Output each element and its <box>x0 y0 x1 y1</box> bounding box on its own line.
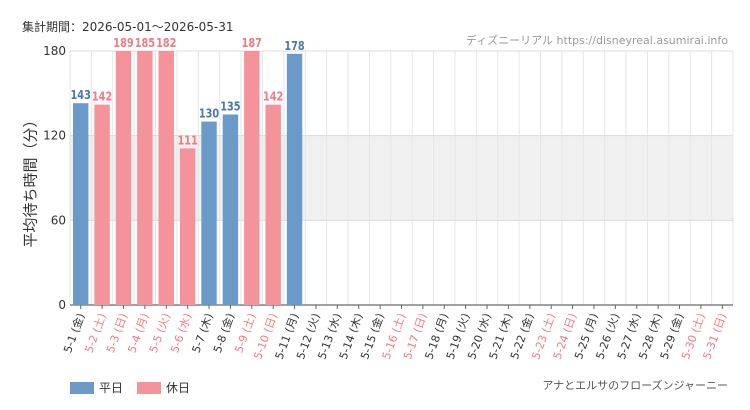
y-tick-label: 0 <box>58 298 66 312</box>
y-tick-label: 60 <box>51 213 66 227</box>
legend-item-holiday: 休日 <box>137 379 190 396</box>
bar <box>286 53 303 306</box>
legend-swatch-weekday <box>70 381 94 394</box>
legend-item-weekday: 平日 <box>70 379 123 396</box>
bar-value-label: 130 <box>199 107 219 121</box>
bar <box>72 103 89 305</box>
bar <box>158 51 174 305</box>
y-axis-label: 平均待ち時間（分） <box>21 112 40 248</box>
bar-value-label: 182 <box>156 36 176 50</box>
bar-value-label: 185 <box>135 36 155 50</box>
bar <box>179 148 196 305</box>
bar <box>115 51 132 305</box>
legend-label-holiday: 休日 <box>166 381 191 395</box>
y-tick-label: 180 <box>43 44 66 58</box>
bar-value-label: 187 <box>242 36 262 50</box>
bar <box>94 104 110 305</box>
bar-value-label: 135 <box>220 100 240 114</box>
bar <box>137 51 153 305</box>
legend-label-weekday: 平日 <box>99 381 124 395</box>
bar <box>201 121 217 305</box>
bar <box>244 51 260 305</box>
bar-value-label: 143 <box>71 88 91 102</box>
bar-value-label: 111 <box>177 133 197 147</box>
bar <box>222 114 239 305</box>
bar <box>265 104 281 305</box>
bar-value-label: 142 <box>92 90 112 104</box>
period-label: 集計期間：2026-05-01～2026-05-31 <box>22 20 234 34</box>
y-tick-label: 120 <box>43 129 66 143</box>
bar-value-label: 189 <box>113 36 133 50</box>
source-label: ディズニーリアル https://disneyreal.asumirai.inf… <box>465 34 728 47</box>
bar-value-label: 178 <box>284 39 304 53</box>
bar-value-label: 142 <box>263 90 283 104</box>
legend: 平日 休日 <box>70 379 190 396</box>
legend-swatch-holiday <box>137 381 162 394</box>
attraction-name: アナとエルサのフローズンジャーニー <box>542 379 728 392</box>
